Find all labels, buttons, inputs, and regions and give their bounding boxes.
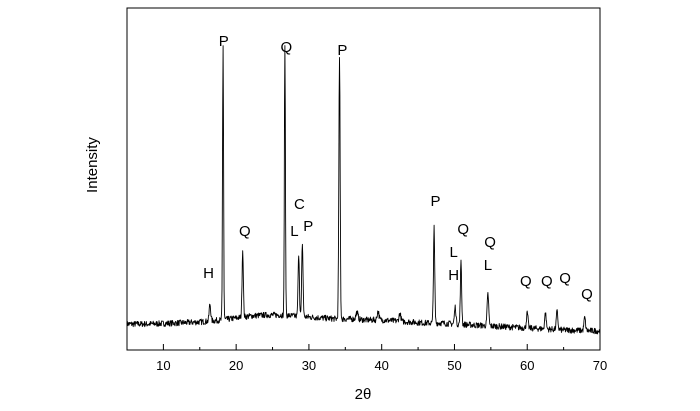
peak-label: L bbox=[290, 223, 298, 240]
peak-label: L bbox=[450, 244, 458, 261]
x-tick-label: 70 bbox=[593, 358, 607, 373]
peak-label: P bbox=[431, 193, 441, 210]
y-axis-title: Intensity bbox=[84, 137, 101, 193]
x-tick-label: 50 bbox=[447, 358, 461, 373]
peak-label: Q bbox=[559, 270, 571, 287]
peak-label: Q bbox=[281, 39, 293, 56]
x-tick-label: 30 bbox=[302, 358, 316, 373]
peak-label: Q bbox=[457, 221, 469, 238]
peak-label: Q bbox=[541, 273, 553, 290]
peak-label: Q bbox=[239, 223, 251, 240]
peak-label: P bbox=[219, 33, 229, 50]
peak-label: L bbox=[484, 257, 492, 274]
plot-frame bbox=[126, 7, 601, 351]
peak-label: Q bbox=[484, 234, 496, 251]
peak-label: P bbox=[337, 42, 347, 59]
x-tick-label: 10 bbox=[156, 358, 170, 373]
peak-label: H bbox=[203, 265, 214, 282]
diffraction-pattern-line bbox=[126, 45, 601, 335]
x-tick-label: 60 bbox=[520, 358, 534, 373]
x-axis-ticks bbox=[162, 344, 565, 350]
x-axis-title: 2θ bbox=[355, 386, 372, 403]
x-axis-tick-labels: 10 20 30 40 50 60 70 bbox=[156, 358, 607, 373]
peak-label: Q bbox=[520, 273, 532, 290]
x-tick-label: 40 bbox=[374, 358, 388, 373]
peak-label: P bbox=[303, 218, 313, 235]
peak-label: C bbox=[294, 196, 305, 213]
peak-label: H bbox=[448, 267, 459, 284]
peak-label: Q bbox=[581, 286, 593, 303]
x-tick-label: 20 bbox=[229, 358, 243, 373]
